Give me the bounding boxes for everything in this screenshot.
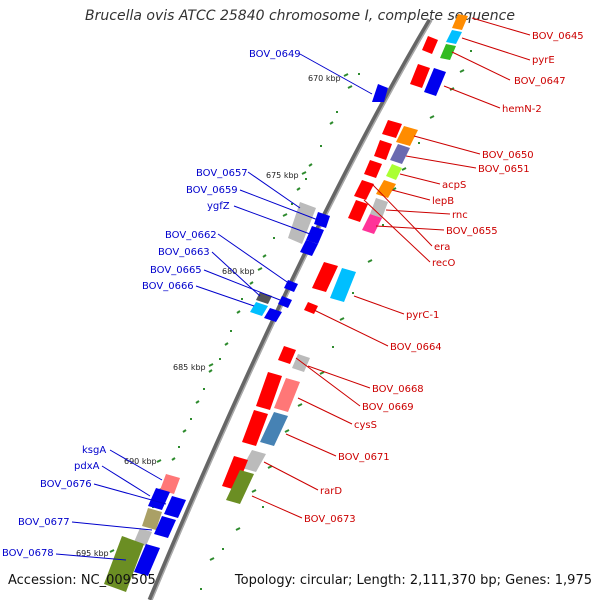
label-BOV_0649: BOV_0649	[249, 49, 301, 60]
gene-ksgA	[160, 474, 180, 494]
gene-feature-red-top2	[410, 64, 430, 88]
gene-BOV_0666	[250, 302, 268, 316]
gene-BOV_0650	[396, 126, 418, 146]
chromosome-backbone-highlight	[151, 19, 433, 600]
gene-rnc	[370, 198, 388, 218]
gene-feature-blue-678	[134, 544, 160, 576]
label-BOV_0666: BOV_0666	[142, 281, 194, 292]
reverse-strand-genes	[104, 84, 388, 592]
gene-BOV_0664	[304, 302, 318, 314]
forward-strand-genes	[222, 14, 468, 504]
label-BOV_0677: BOV_0677	[18, 517, 70, 528]
gene-BOV_0657	[288, 202, 316, 244]
label-BOV_0645: BOV_0645	[532, 31, 584, 42]
gene-BOV_0677	[154, 516, 176, 538]
gene-feature-grey-677	[134, 528, 152, 546]
gene-BOV_0673	[226, 470, 254, 504]
gene-BOV_0676	[164, 496, 186, 518]
gene-feature-olive-676	[142, 508, 162, 530]
scale-label: 675 kbp	[266, 171, 299, 180]
gene-cysS	[274, 378, 300, 412]
gene-lepB	[376, 180, 396, 198]
gene-BOV_0655	[362, 214, 382, 234]
scale-label-pointers	[109, 73, 349, 553]
label-BOV_0673: BOV_0673	[304, 514, 356, 525]
gene-feature-blue-666	[264, 308, 282, 322]
accession-text: Accession: NC_009505	[8, 573, 156, 588]
label-BOV_0663: BOV_0663	[158, 247, 210, 258]
gene-feature-red-cys2	[242, 410, 268, 446]
gene-feature-red-mid1	[382, 120, 402, 138]
label-pyrE: pyrE	[532, 55, 555, 66]
label-recO: recO	[432, 258, 456, 269]
gene-feature-red-mid2	[374, 140, 392, 160]
gene-BOV_0668	[292, 354, 310, 372]
label-BOV_0676: BOV_0676	[40, 479, 92, 490]
gene-recO	[354, 180, 374, 200]
gene-hemN-2	[424, 68, 446, 96]
label-cysS: cysS	[354, 420, 377, 431]
gene-BOV_0649	[372, 84, 388, 102]
label-BOV_0668: BOV_0668	[372, 384, 424, 395]
scale-label: 685 kbp	[173, 363, 206, 372]
label-BOV_0662: BOV_0662	[165, 230, 217, 241]
label-BOV_0678: BOV_0678	[2, 548, 54, 559]
label-era: era	[434, 242, 450, 253]
scale-label: 680 kbp	[222, 267, 255, 276]
gene-ygfZ-2	[300, 240, 318, 256]
gene-BOV_0678	[104, 536, 144, 592]
gene-BOV_0659	[314, 212, 330, 228]
gene-BOV_0647	[440, 44, 456, 60]
gene-rarD	[242, 450, 266, 472]
gene-feature-red-cys1	[256, 372, 282, 410]
label-ygfZ: ygfZ	[207, 201, 230, 212]
label-lepB: lepB	[432, 196, 454, 207]
label-BOV_0651: BOV_0651	[478, 164, 530, 175]
gene-pyrE	[446, 30, 462, 44]
label-BOV_0657: BOV_0657	[196, 168, 248, 179]
gene-BOV_0665	[278, 296, 292, 308]
label-BOV_0671: BOV_0671	[338, 452, 390, 463]
chromosome-backbone	[147, 18, 433, 600]
inner-minor-ticks	[200, 50, 472, 590]
gene-feature-red-rar	[222, 456, 248, 490]
gene-BOV_0669	[278, 346, 296, 364]
gene-BOV_0671	[260, 412, 288, 446]
gene-ygfZ-1	[306, 226, 324, 244]
label-acpS: acpS	[442, 180, 466, 191]
label-pdxA: pdxA	[74, 461, 100, 472]
gene-BOV_0662	[284, 280, 298, 292]
gene-pdxA	[148, 488, 170, 510]
scale-label: 695 kbp	[76, 549, 109, 558]
label-BOV_0669: BOV_0669	[362, 402, 414, 413]
inner-ticks	[209, 69, 465, 561]
label-BOV_0659: BOV_0659	[186, 185, 238, 196]
gene-era	[364, 160, 382, 178]
gene-feature-red-pyr	[312, 262, 338, 292]
label-rnc: rnc	[452, 210, 468, 221]
label-BOV_0655: BOV_0655	[446, 226, 498, 237]
gene-pyrC-1	[330, 268, 356, 302]
topology-summary: Topology: circular; Length: 2,111,370 bp…	[234, 573, 592, 588]
right-leaders	[251, 17, 531, 519]
label-BOV_0665: BOV_0665	[150, 265, 202, 276]
gene-feature-red-top1	[422, 36, 438, 54]
gene-feature-red-mid3	[348, 200, 368, 222]
label-BOV_0664: BOV_0664	[390, 342, 442, 353]
label-BOV_0650: BOV_0650	[482, 150, 534, 161]
label-BOV_0647: BOV_0647	[514, 76, 566, 87]
gene-BOV_0651	[390, 144, 410, 164]
scale-label: 670 kbp	[308, 74, 341, 83]
scale-label: 690 kbp	[124, 457, 157, 466]
gene-BOV_0645	[452, 14, 468, 30]
gene-acpS	[386, 164, 402, 180]
label-rarD: rarD	[320, 486, 342, 497]
map-title: Brucella ovis ATCC 25840 chromosome I, c…	[85, 8, 515, 24]
label-hemN-2: hemN-2	[502, 104, 542, 115]
label-ksgA: ksgA	[82, 445, 106, 456]
left-leaders	[55, 53, 373, 561]
label-pyrC-1: pyrC-1	[406, 310, 439, 321]
